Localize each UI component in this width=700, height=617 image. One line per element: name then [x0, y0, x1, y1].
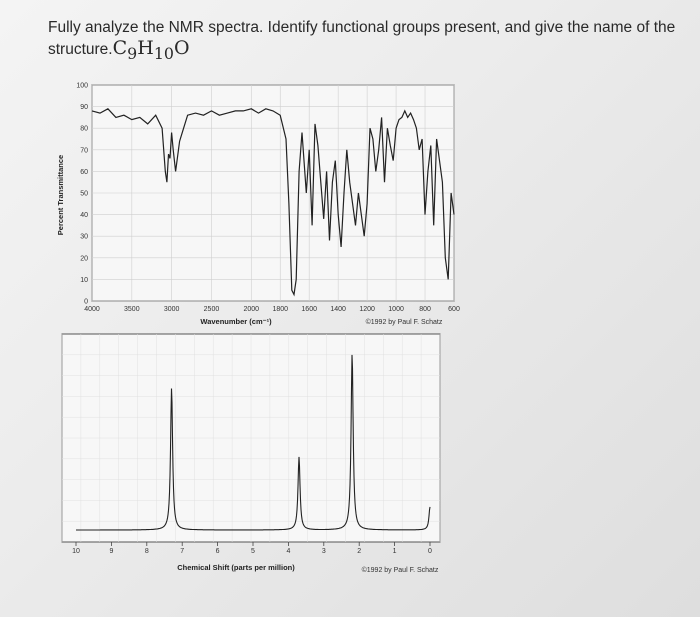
ir-x-tick-label: 1600 — [301, 306, 317, 313]
ir-x-tick-label: 1400 — [330, 306, 346, 313]
ir-y-tick-label: 60 — [80, 169, 88, 176]
ir-y-tick-label: 30 — [80, 234, 88, 241]
nmr-x-axis-label: Chemical Shift (parts per million) — [177, 563, 295, 572]
ir-spectrum: 0 10 20 30 40 50 60 70 80 90 100 4000 3500 3000 2500 2… — [56, 83, 460, 327]
ir-x-tick-label: 3000 — [164, 306, 180, 313]
ir-y-tick-label: 10 — [80, 277, 88, 284]
ir-y-tick-label: 100 — [76, 83, 88, 90]
ir-x-tick-label: 1800 — [272, 306, 288, 313]
nmr-x-tick-label: 3 — [322, 548, 326, 555]
nmr-spectrum: 10 9 8 7 6 5 4 3 2 1 0 Chemical Shift (parts per m… — [61, 333, 441, 574]
ir-y-tick-label: 20 — [80, 255, 88, 262]
ir-y-tick-label: 50 — [80, 191, 88, 198]
ir-x-tick-label: 600 — [448, 306, 460, 313]
molecular-formula: C9H10O — [112, 37, 190, 63]
ir-x-tick-label: 2500 — [204, 306, 220, 313]
ir-y-tick-label: 80 — [80, 126, 88, 133]
ir-y-tick-label: 40 — [80, 212, 88, 219]
nmr-grid — [61, 334, 441, 542]
nmr-x-tick-label: 1 — [393, 548, 397, 555]
nmr-x-tick-label: 6 — [216, 548, 220, 555]
nmr-x-tick-label: 10 — [72, 548, 80, 555]
ir-y-tick-label: 70 — [80, 147, 88, 154]
ir-y-tick-label: 90 — [80, 104, 88, 111]
question-text: Fully analyze the NMR spectra. Identify … — [48, 18, 688, 64]
nmr-x-ticks: 10 9 8 7 6 5 4 3 2 1 0 — [72, 542, 432, 555]
ir-x-tick-label: 2000 — [243, 306, 259, 313]
ir-x-tick-label: 1000 — [388, 306, 404, 313]
ir-x-ticks: 4000 3500 3000 2500 2000 1800 1600 1400 1200 1000… — [84, 306, 460, 313]
nmr-copyright: ©1992 by Paul F. Schatz — [362, 566, 439, 574]
ir-x-tick-label: 800 — [419, 306, 431, 313]
nmr-x-tick-label: 2 — [357, 548, 361, 555]
nmr-x-tick-label: 4 — [286, 548, 290, 555]
nmr-x-tick-label: 5 — [251, 548, 255, 555]
ir-x-tick-label: 3500 — [124, 306, 140, 313]
ir-x-tick-label: 4000 — [84, 306, 100, 313]
ir-y-tick-label: 0 — [84, 299, 88, 306]
ir-y-ticks: 0 10 20 30 40 50 60 70 80 90 100 — [76, 83, 88, 306]
question-prompt: Fully analyze the NMR spectra. Identify … — [48, 19, 676, 58]
ir-x-tick-label: 1200 — [359, 306, 375, 313]
nmr-x-tick-label: 9 — [109, 548, 113, 555]
ir-copyright: ©1992 by Paul F. Schatz — [366, 318, 443, 326]
ir-x-axis-label: Wavenumber (cm⁻¹) — [200, 317, 272, 326]
ir-grid — [91, 84, 455, 302]
nmr-x-tick-label: 0 — [428, 548, 432, 555]
ir-y-axis-label: Percent Transmittance — [56, 155, 65, 235]
nmr-x-tick-label: 7 — [180, 548, 184, 555]
nmr-x-tick-label: 8 — [145, 548, 149, 555]
ir-series-line — [91, 108, 455, 297]
nmr-series-line — [76, 354, 431, 531]
